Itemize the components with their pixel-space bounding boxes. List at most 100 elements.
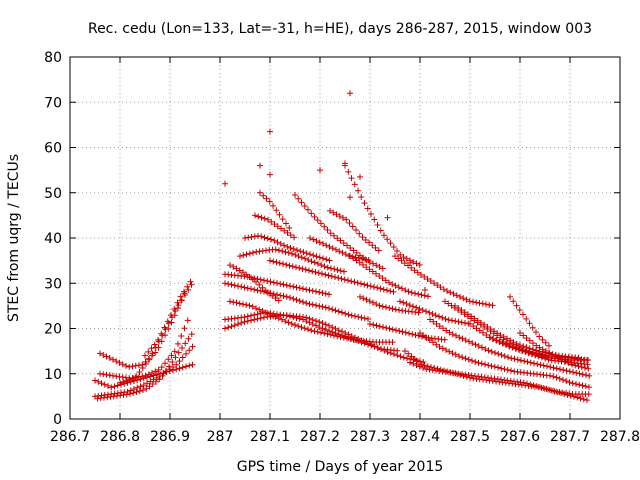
data-point bbox=[380, 286, 387, 293]
data-point bbox=[270, 279, 277, 286]
x-axis-ticks: 286.7 286.8 286.9 287 287.1 287.2 287.3 287.4 28… bbox=[50, 57, 640, 445]
data-point bbox=[537, 384, 543, 391]
data-point bbox=[271, 237, 278, 244]
data-point bbox=[527, 381, 534, 388]
data-point bbox=[415, 358, 421, 365]
data-point bbox=[498, 352, 505, 359]
data-point bbox=[340, 240, 347, 247]
data-point bbox=[267, 171, 273, 178]
data-point bbox=[301, 325, 308, 332]
data-point bbox=[329, 306, 336, 313]
data-point bbox=[366, 239, 372, 246]
data-point bbox=[230, 299, 237, 306]
data-point bbox=[387, 288, 394, 295]
data-point bbox=[261, 215, 268, 222]
data-point bbox=[133, 389, 140, 396]
data-point bbox=[394, 347, 401, 354]
data-point bbox=[329, 245, 336, 252]
data-point bbox=[283, 261, 290, 268]
data-point bbox=[237, 253, 243, 260]
data-point bbox=[526, 345, 533, 352]
x-tick-label: 287.7 bbox=[550, 429, 590, 445]
data-point bbox=[292, 322, 298, 329]
data-point bbox=[320, 255, 326, 262]
data-point bbox=[444, 287, 450, 294]
data-point bbox=[166, 363, 172, 370]
data-point bbox=[399, 285, 405, 292]
data-point bbox=[315, 269, 322, 276]
data-point bbox=[243, 271, 250, 278]
data-point bbox=[520, 379, 527, 386]
data-point bbox=[283, 293, 290, 300]
data-point bbox=[356, 230, 363, 237]
data-point bbox=[530, 340, 536, 347]
data-point bbox=[361, 200, 368, 207]
data-point bbox=[139, 373, 146, 380]
data-point bbox=[359, 255, 365, 262]
data-point bbox=[305, 256, 312, 263]
x-tick-label: 286.9 bbox=[150, 429, 190, 445]
data-point bbox=[374, 284, 381, 291]
data-point bbox=[383, 304, 389, 311]
data-point bbox=[465, 356, 472, 363]
data-point bbox=[582, 364, 588, 371]
data-point bbox=[149, 350, 156, 357]
x-tick-label: 287.4 bbox=[400, 429, 440, 445]
data-point bbox=[361, 315, 368, 322]
data-point bbox=[376, 272, 383, 279]
data-point bbox=[291, 234, 297, 241]
data-point bbox=[509, 344, 516, 351]
data-point bbox=[513, 340, 520, 347]
data-point bbox=[300, 299, 306, 306]
data-point bbox=[371, 283, 377, 290]
data-point bbox=[471, 315, 478, 322]
data-point bbox=[569, 380, 576, 387]
data-point bbox=[574, 394, 581, 401]
data-point bbox=[133, 373, 140, 380]
data-point bbox=[396, 328, 403, 335]
data-point bbox=[176, 365, 183, 372]
data-point bbox=[309, 321, 316, 328]
data-point bbox=[356, 259, 363, 266]
data-point bbox=[317, 167, 323, 174]
data-point bbox=[326, 243, 333, 250]
data-point bbox=[445, 300, 452, 307]
data-point bbox=[539, 346, 546, 353]
data-point bbox=[292, 251, 299, 258]
data-point bbox=[296, 297, 303, 304]
data-point bbox=[584, 397, 590, 404]
data-point bbox=[326, 327, 332, 334]
data-point bbox=[286, 262, 293, 269]
data-point bbox=[281, 242, 287, 249]
data-point bbox=[553, 374, 560, 381]
data-point bbox=[285, 319, 292, 326]
data-point bbox=[400, 354, 407, 361]
data-point bbox=[235, 321, 241, 328]
data-point bbox=[318, 329, 324, 336]
data-point bbox=[395, 284, 402, 291]
data-point bbox=[284, 229, 291, 236]
data-point bbox=[185, 286, 192, 293]
data-point bbox=[361, 281, 368, 288]
data-point bbox=[267, 257, 273, 264]
data-point bbox=[310, 236, 317, 243]
data-point bbox=[529, 324, 536, 331]
data-point bbox=[264, 235, 271, 242]
data-point bbox=[458, 307, 465, 314]
data-point bbox=[480, 329, 486, 336]
data-point bbox=[569, 361, 575, 368]
data-point bbox=[92, 377, 98, 384]
data-point bbox=[271, 221, 278, 228]
data-point bbox=[511, 355, 518, 362]
data-point bbox=[276, 260, 283, 267]
data-point bbox=[363, 264, 370, 271]
data-point bbox=[405, 350, 412, 357]
data-point bbox=[179, 345, 185, 352]
data-point bbox=[338, 275, 345, 282]
data-point bbox=[553, 365, 560, 372]
data-point bbox=[243, 251, 250, 258]
data-point bbox=[370, 299, 376, 306]
data-point bbox=[249, 276, 256, 283]
data-point bbox=[255, 213, 262, 220]
data-point bbox=[520, 343, 527, 350]
